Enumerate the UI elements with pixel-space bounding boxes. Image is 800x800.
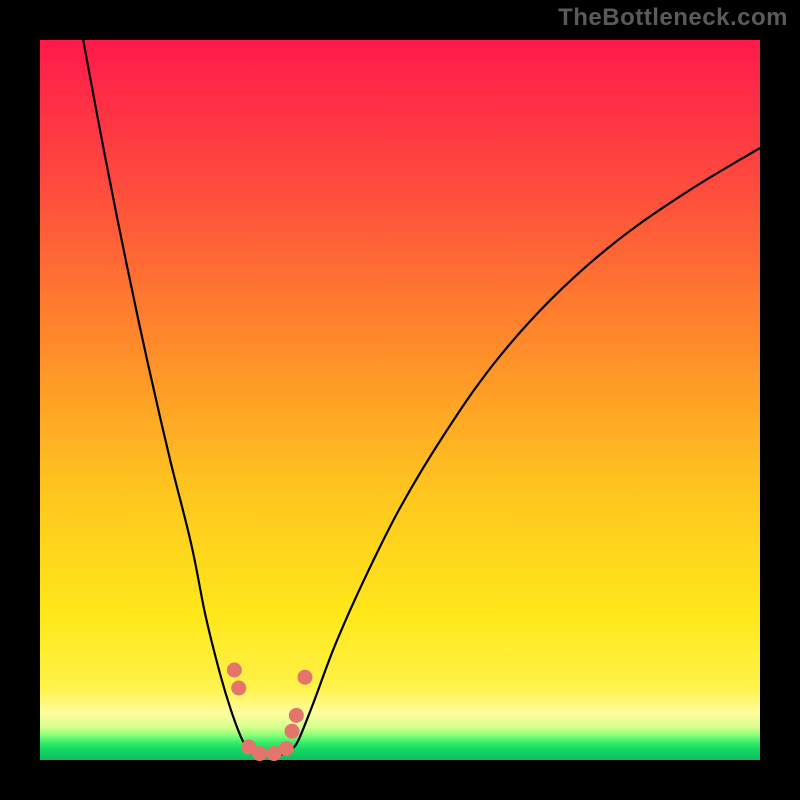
watermark-text: TheBottleneck.com <box>558 4 788 32</box>
marker-point <box>279 741 294 756</box>
marker-point <box>231 681 246 696</box>
marker-point <box>297 670 312 685</box>
chart-frame: TheBottleneck.com <box>0 0 800 800</box>
marker-point <box>227 663 242 678</box>
plot-background <box>40 40 760 760</box>
marker-point <box>285 724 300 739</box>
marker-point <box>289 708 304 723</box>
marker-point <box>252 746 267 761</box>
chart-svg <box>0 0 800 800</box>
